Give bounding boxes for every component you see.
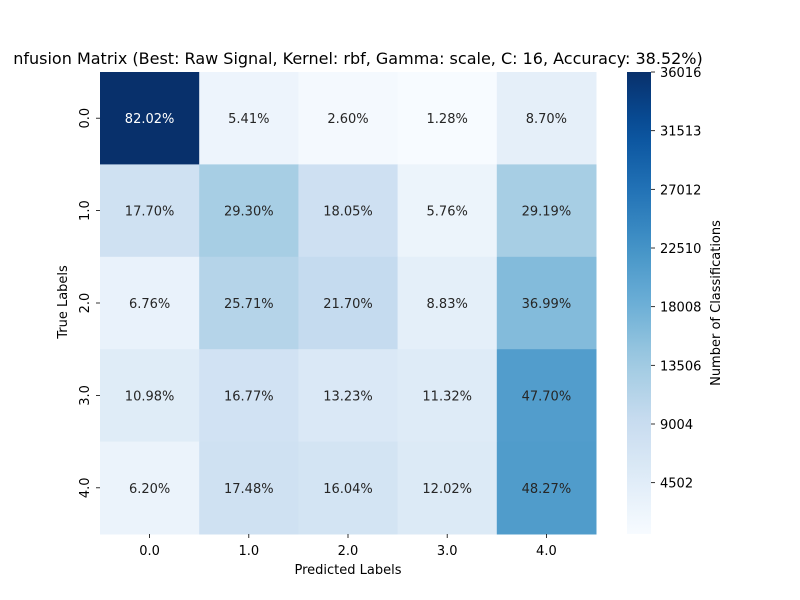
heatmap-cell: [199, 349, 299, 443]
colorbar-tick-label: 22510: [660, 242, 701, 257]
x-tick-label: 3.0: [437, 544, 458, 559]
heatmap-cell: [298, 256, 399, 350]
heatmap-cell: [298, 441, 399, 535]
x-tick-label: 4.0: [536, 544, 557, 559]
x-tick-label: 0.0: [139, 544, 160, 559]
heatmap-cell: [496, 441, 597, 535]
heatmap-cell: [199, 441, 299, 535]
heatmap-cell-label: 10.98%: [125, 389, 175, 404]
heatmap-cell: [100, 164, 200, 258]
heatmap-cell-label: 6.76%: [129, 297, 170, 312]
heatmap-cell-label: 48.27%: [522, 482, 572, 497]
heatmap-cell: [397, 256, 498, 350]
colorbar-tick-label: 31513: [660, 125, 701, 140]
colorbar-label: Number of Classifications: [709, 220, 724, 386]
heatmap-cell-label: 17.48%: [224, 482, 274, 497]
heatmap-cell: [199, 72, 299, 165]
y-tick-label: 4.0: [78, 477, 93, 498]
heatmap-cell-label: 1.28%: [427, 112, 468, 127]
x-axis: 0.0 1.0 2.0 3.0 4.0: [139, 534, 557, 559]
colorbar-tick-label: 18008: [660, 301, 701, 316]
x-axis-label: Predicted Labels: [294, 563, 401, 578]
heatmap-cells: [100, 72, 597, 535]
heatmap-cell: [100, 441, 200, 535]
colorbar-tick-label: 4502: [660, 477, 693, 492]
heatmap-cell-label: 18.05%: [323, 205, 373, 220]
heatmap-cell-label: 21.70%: [323, 297, 373, 312]
heatmap-cell-label: 82.02%: [125, 112, 175, 127]
y-axis: 0.0 1.0 2.0 3.0 4.0: [78, 108, 100, 498]
colorbar: [627, 72, 651, 534]
colorbar-tick-label: 27012: [660, 183, 701, 198]
heatmap-cell-label: 29.30%: [224, 205, 274, 220]
heatmap-cell: [298, 72, 399, 165]
heatmap-cell: [496, 72, 597, 165]
chart-title: nfusion Matrix (Best: Raw Signal, Kernel…: [13, 49, 703, 68]
heatmap-cell-label: 5.76%: [427, 205, 468, 220]
heatmap-cell-label: 25.71%: [224, 297, 274, 312]
heatmap-cell: [100, 256, 200, 350]
heatmap-cell: [496, 256, 597, 350]
heatmap-cell-label: 8.83%: [427, 297, 468, 312]
heatmap-cell-label: 16.04%: [323, 482, 373, 497]
y-axis-label: True Labels: [56, 265, 71, 340]
heatmap-cell-label: 11.32%: [422, 389, 472, 404]
heatmap-cell: [199, 164, 299, 258]
heatmap-cell-labels: 82.02% 5.41% 2.60% 1.28% 8.70% 17.70% 29.30% 18…: [125, 112, 571, 497]
colorbar-tick-label: 9004: [660, 418, 693, 433]
colorbar-tick-label: 36016: [660, 66, 701, 81]
heatmap-cell: [397, 72, 498, 165]
heatmap-cell-label: 16.77%: [224, 389, 274, 404]
heatmap-cell: [199, 256, 299, 350]
heatmap-cell: [397, 441, 498, 535]
heatmap-cell-label: 13.23%: [323, 389, 373, 404]
y-tick-label: 2.0: [78, 293, 93, 314]
heatmap-cell-label: 6.20%: [129, 482, 170, 497]
heatmap-cell: [100, 72, 200, 165]
y-tick-label: 1.0: [78, 200, 93, 221]
heatmap-cell-label: 17.70%: [125, 205, 175, 220]
heatmap-cell: [100, 349, 200, 443]
heatmap-cell: [496, 164, 597, 258]
x-tick-label: 1.0: [238, 544, 259, 559]
x-tick-label: 2.0: [338, 544, 359, 559]
heatmap-cell: [496, 349, 597, 443]
heatmap-cell-label: 12.02%: [422, 482, 472, 497]
heatmap-cell: [298, 164, 399, 258]
heatmap-cell-label: 5.41%: [228, 112, 269, 127]
heatmap-cell-label: 36.99%: [522, 297, 572, 312]
heatmap-cell: [397, 164, 498, 258]
heatmap-cell-label: 8.70%: [526, 112, 567, 127]
colorbar-ticks: 4502 9004 13506 18008 22510 27012 31513 36016: [651, 66, 701, 492]
colorbar-tick-label: 13506: [660, 359, 701, 374]
heatmap-cell-label: 2.60%: [327, 112, 368, 127]
heatmap-cell: [298, 349, 399, 443]
heatmap-cell-label: 47.70%: [522, 389, 572, 404]
heatmap-cell: [397, 349, 498, 443]
y-tick-label: 3.0: [78, 385, 93, 406]
heatmap-cell-label: 29.19%: [522, 205, 572, 220]
y-tick-label: 0.0: [78, 108, 93, 129]
